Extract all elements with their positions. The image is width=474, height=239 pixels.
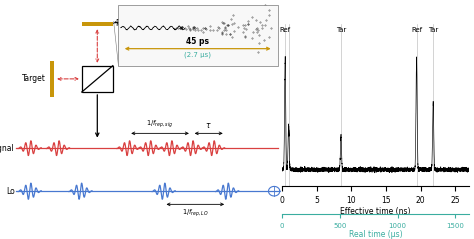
Bar xyxy=(50,61,54,97)
Text: 45 ps: 45 ps xyxy=(186,37,209,46)
Text: Tar: Tar xyxy=(336,27,346,33)
Bar xyxy=(118,5,278,66)
X-axis label: Effective time (ns): Effective time (ns) xyxy=(340,207,411,216)
Text: Lo: Lo xyxy=(6,187,15,196)
Text: (2.7 μs): (2.7 μs) xyxy=(184,52,211,58)
Text: Tar: Tar xyxy=(428,27,438,33)
Text: $\tau$: $\tau$ xyxy=(205,121,212,130)
Text: $1/f_{rep,sig}$: $1/f_{rep,sig}$ xyxy=(146,119,173,130)
Bar xyxy=(82,66,113,92)
Text: Signal: Signal xyxy=(0,144,15,153)
Text: Target: Target xyxy=(22,74,46,83)
Text: Reference: Reference xyxy=(115,19,153,28)
Bar xyxy=(82,22,113,26)
Text: Ref: Ref xyxy=(280,27,291,33)
Text: $1/f_{rep,LO}$: $1/f_{rep,LO}$ xyxy=(182,208,209,219)
X-axis label: Real time (μs): Real time (μs) xyxy=(349,230,402,239)
Text: Ref: Ref xyxy=(411,27,422,33)
